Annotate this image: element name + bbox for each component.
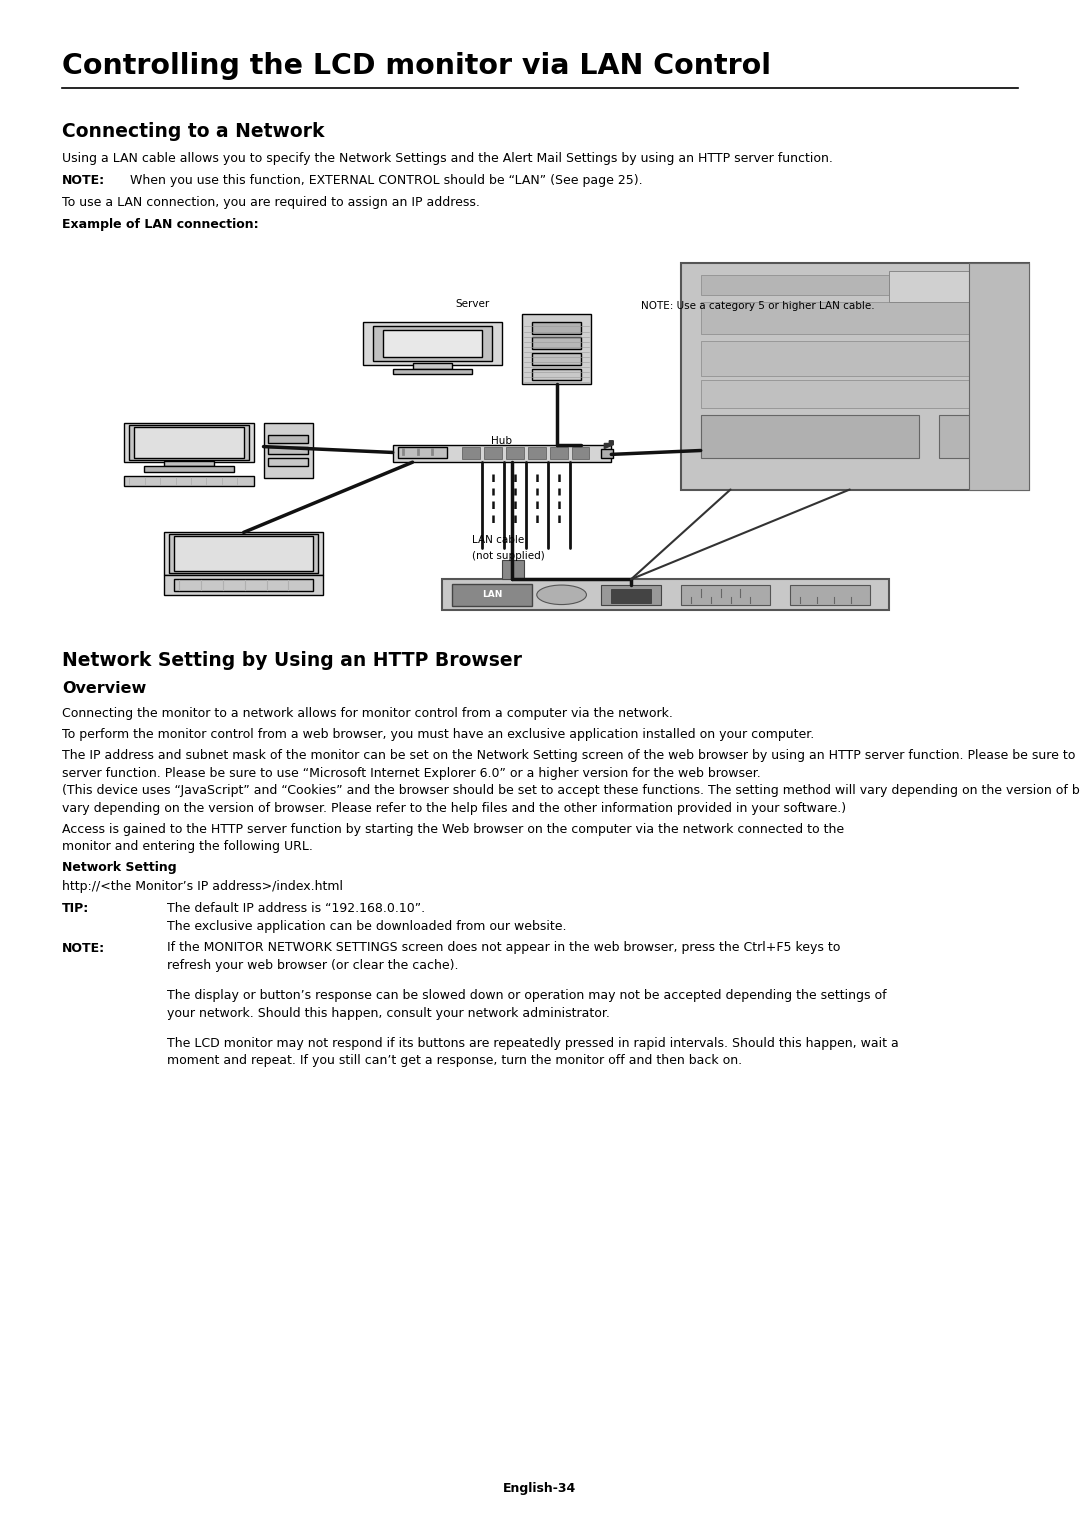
Bar — [170, 534, 319, 573]
Bar — [528, 447, 545, 460]
Polygon shape — [605, 441, 613, 449]
Bar — [363, 322, 502, 365]
Bar — [701, 302, 1009, 333]
Bar — [164, 576, 323, 596]
Bar — [502, 560, 524, 579]
Text: Network Setting: Network Setting — [62, 861, 177, 873]
Bar — [174, 536, 313, 571]
Circle shape — [537, 585, 586, 605]
Bar — [531, 353, 581, 365]
Text: To perform the monitor control from a web browser, you must have an exclusive ap: To perform the monitor control from a we… — [62, 728, 814, 741]
Bar — [571, 447, 590, 460]
Bar — [890, 272, 1009, 302]
Bar — [462, 447, 481, 460]
Bar — [130, 425, 248, 460]
Text: The IP address and subnet mask of the monitor can be set on the Network Setting : The IP address and subnet mask of the mo… — [62, 750, 1080, 762]
Bar — [531, 322, 581, 333]
Bar — [602, 585, 661, 605]
Text: LAN cable: LAN cable — [472, 534, 525, 545]
Bar — [397, 446, 447, 458]
Bar — [701, 380, 1009, 408]
Text: your network. Should this happen, consult your network administrator.: your network. Should this happen, consul… — [167, 1006, 610, 1020]
Text: TIP:: TIP: — [62, 902, 90, 915]
Bar — [531, 368, 581, 380]
Bar — [969, 263, 1028, 490]
Bar — [550, 447, 568, 460]
Text: refresh your web browser (or clear the cache).: refresh your web browser (or clear the c… — [167, 959, 459, 973]
Text: Using a LAN cable allows you to specify the Network Settings and the Alert Mail : Using a LAN cable allows you to specify … — [62, 153, 833, 165]
Text: Overview: Overview — [62, 681, 146, 696]
Bar — [791, 585, 869, 605]
Bar — [484, 447, 502, 460]
Text: Hub: Hub — [491, 435, 513, 446]
Text: Connecting to a Network: Connecting to a Network — [62, 122, 324, 140]
Text: LAN: LAN — [482, 591, 502, 599]
Bar — [269, 435, 308, 443]
Text: NOTE:: NOTE: — [62, 174, 105, 186]
Bar — [164, 461, 214, 466]
Bar — [611, 589, 651, 603]
Bar — [413, 363, 453, 368]
Text: (This device uses “JavaScript” and “Cookies” and the browser should be set to ac: (This device uses “JavaScript” and “Cook… — [62, 783, 1080, 797]
Text: If the MONITOR NETWORK SETTINGS screen does not appear in the web browser, press: If the MONITOR NETWORK SETTINGS screen d… — [167, 942, 840, 954]
Text: The display or button’s response can be slowed down or operation may not be acce: The display or button’s response can be … — [167, 989, 887, 1002]
Bar — [264, 423, 313, 478]
Bar — [443, 579, 890, 611]
Text: Connecting the monitor to a network allows for monitor control from a computer v: Connecting the monitor to a network allo… — [62, 707, 673, 721]
Bar — [373, 325, 492, 360]
Bar — [145, 466, 233, 472]
Text: http://<the Monitor’s IP address>/index.html: http://<the Monitor’s IP address>/index.… — [62, 880, 343, 893]
Bar — [174, 579, 313, 591]
Bar — [505, 447, 524, 460]
Text: Network Setting by Using an HTTP Browser: Network Setting by Using an HTTP Browser — [62, 651, 522, 670]
Bar — [164, 533, 323, 576]
Text: vary depending on the version of browser. Please refer to the help files and the: vary depending on the version of browser… — [62, 802, 846, 814]
Text: (not supplied): (not supplied) — [472, 551, 545, 560]
Bar — [701, 275, 1009, 295]
Bar — [124, 423, 254, 463]
Bar — [680, 263, 1028, 490]
Text: To use a LAN connection, you are required to assign an IP address.: To use a LAN connection, you are require… — [62, 195, 480, 209]
Bar — [269, 458, 308, 466]
Bar — [134, 428, 244, 458]
Text: The default IP address is “192.168.0.10”.: The default IP address is “192.168.0.10”… — [167, 902, 426, 915]
Text: NOTE: Use a category 5 or higher LAN cable.: NOTE: Use a category 5 or higher LAN cab… — [642, 301, 875, 312]
Bar — [680, 585, 770, 605]
Bar — [269, 446, 308, 455]
Text: monitor and entering the following URL.: monitor and entering the following URL. — [62, 840, 313, 854]
Text: The LCD monitor may not respond if its buttons are repeatedly pressed in rapid i: The LCD monitor may not respond if its b… — [167, 1037, 899, 1049]
Bar — [393, 368, 472, 374]
Bar — [522, 315, 592, 385]
Bar — [701, 415, 919, 458]
Bar — [940, 415, 1009, 458]
Text: When you use this function, EXTERNAL CONTROL should be “LAN” (See page 25).: When you use this function, EXTERNAL CON… — [130, 174, 643, 186]
Bar — [382, 330, 482, 357]
Bar — [602, 449, 613, 458]
Text: Example of LAN connection:: Example of LAN connection: — [62, 218, 258, 231]
Text: server function. Please be sure to use “Microsoft Internet Explorer 6.0” or a hi: server function. Please be sure to use “… — [62, 767, 760, 779]
Bar — [701, 342, 1009, 376]
Text: NOTE:: NOTE: — [62, 942, 105, 954]
Text: moment and repeat. If you still can’t get a response, turn the monitor off and t: moment and repeat. If you still can’t ge… — [167, 1054, 742, 1067]
Bar — [393, 444, 611, 463]
Bar — [453, 585, 531, 606]
Text: Server: Server — [455, 299, 489, 310]
Text: Access is gained to the HTTP server function by starting the Web browser on the : Access is gained to the HTTP server func… — [62, 823, 845, 835]
Text: The exclusive application can be downloaded from our website.: The exclusive application can be downloa… — [167, 919, 567, 933]
Bar — [531, 337, 581, 350]
Bar — [124, 476, 254, 486]
Text: English-34: English-34 — [503, 1483, 577, 1495]
Text: Controlling the LCD monitor via LAN Control: Controlling the LCD monitor via LAN Cont… — [62, 52, 771, 79]
